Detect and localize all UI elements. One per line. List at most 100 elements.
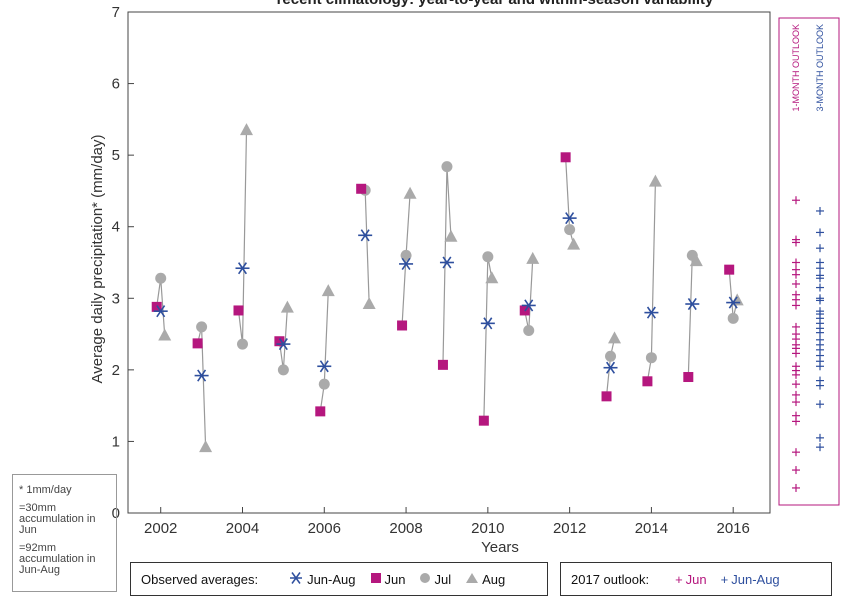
- legend-label-outlook-jun-aug: Jun-Aug: [731, 571, 780, 587]
- aug-point: [567, 237, 581, 250]
- aug-point: [280, 300, 294, 313]
- y-tick-label: 6: [112, 76, 120, 93]
- outlook-jun-point: [792, 270, 800, 279]
- x-tick-label: 2004: [226, 520, 259, 537]
- y-tick-label: 3: [112, 290, 120, 307]
- aug-point: [362, 297, 376, 310]
- outlook-jun-point: [792, 322, 800, 331]
- y-tick-label: 1: [112, 433, 120, 450]
- jul-point: [645, 352, 657, 364]
- outlook-jun-aug-point: [816, 400, 824, 409]
- jun-point: [192, 338, 203, 349]
- outlook-jun-aug-point: [816, 283, 824, 292]
- outlook-jun-aug-point: [816, 228, 824, 237]
- jun-aug-point: [562, 212, 577, 225]
- jul-point: [605, 350, 617, 362]
- outlook-jun-point: [792, 196, 800, 205]
- jul-point: [727, 312, 739, 324]
- outlook-panel: 1-MONTH OUTLOOK 3-MONTH OUTLOOK: [778, 17, 840, 506]
- aug-point: [199, 440, 213, 453]
- outlook-jun-aug-point: [816, 433, 824, 442]
- legend-label-aug: Aug: [482, 571, 506, 587]
- jun-point: [151, 301, 162, 312]
- data-marks: [151, 123, 744, 453]
- aug-point: [526, 251, 540, 264]
- outlook-jun-aug-point: [816, 274, 824, 283]
- y-tick-label: 7: [112, 4, 120, 21]
- y-tick-label: 2: [112, 362, 120, 379]
- aug-point: [321, 284, 335, 297]
- jun-aug-point: [276, 338, 291, 351]
- outlook-jun-point: [792, 370, 800, 379]
- outlook-jun-point: [792, 258, 800, 267]
- jun-aug-point: [480, 317, 495, 330]
- aug-point: [403, 186, 417, 199]
- aug-point: [648, 174, 662, 187]
- jul-point: [441, 161, 453, 173]
- jun-aug-point: [521, 299, 536, 312]
- x-tick-label: 2012: [553, 520, 586, 537]
- aug-point: [239, 123, 253, 136]
- connector-lines: [156, 130, 738, 448]
- jun-aug-point: [439, 256, 454, 269]
- outlook-jun-point: [792, 483, 800, 492]
- outlook-jun-aug-point: [816, 296, 824, 305]
- outlook-jun-point: [792, 349, 800, 358]
- jun-aug-point: [317, 360, 332, 373]
- monthly-connector: [360, 188, 370, 305]
- legend-label-jun-aug: Jun-Aug: [307, 571, 356, 587]
- outlook-jun-aug-point: [816, 206, 824, 215]
- monthly-connector: [728, 269, 738, 319]
- jun-point: [642, 376, 653, 387]
- legend-label-outlook-jun: Jun: [685, 571, 707, 587]
- monthly-connector: [524, 258, 534, 331]
- legend-item-outlook-jun: + Jun: [675, 572, 707, 587]
- aug-point: [608, 331, 622, 344]
- jun-point: [724, 264, 735, 275]
- jul-point: [523, 324, 535, 336]
- outlook-3-month-label: 3-MONTH OUTLOOK: [815, 24, 825, 112]
- jun-aug-point: [726, 296, 741, 309]
- legend-item-jun-aug: Jun-Aug: [288, 570, 356, 589]
- outlook-jun-point: [792, 390, 800, 399]
- jul-point: [277, 364, 289, 376]
- aug-point: [689, 254, 703, 267]
- jun-point: [274, 336, 285, 347]
- jul-point: [236, 338, 248, 350]
- circle-icon: [419, 572, 431, 587]
- jun-aug-point: [603, 361, 618, 374]
- aug-point: [158, 328, 172, 341]
- jul-point: [318, 378, 330, 390]
- jun-point: [683, 372, 694, 383]
- outlook-jun-point: [792, 279, 800, 288]
- outlook-jun-aug-point: [816, 244, 824, 253]
- jun-aug-point: [194, 369, 209, 382]
- outlook-jun-point: [792, 398, 800, 407]
- observed-legend-title: Observed averages:: [141, 571, 259, 587]
- chart-title: recent climatology: year-to-year and wit…: [277, 0, 714, 8]
- square-icon: [370, 572, 382, 587]
- jul-point: [196, 321, 208, 333]
- jun-point: [437, 359, 448, 370]
- x-tick-label: 2006: [308, 520, 341, 537]
- x-tick-label: 2008: [389, 520, 422, 537]
- jun-point: [356, 183, 367, 194]
- jun-aug-point: [685, 297, 700, 311]
- chart-axes: 0 1 2 3 4 5 6 7 2002 2004 2006 2008 2010 2012 2014 2016: [112, 4, 771, 537]
- legend-item-jun: Jun: [370, 572, 405, 587]
- plus-icon: +: [675, 571, 683, 587]
- footnote-line-3: =92mm accumulation in Jun-Aug: [19, 542, 96, 576]
- jun-point: [233, 305, 244, 316]
- jun-point: [478, 415, 489, 426]
- footnote-line-1: * 1mm/day: [19, 484, 72, 496]
- legend-item-jul: Jul: [419, 572, 451, 587]
- x-tick-label: 2010: [471, 520, 504, 537]
- x-axis-label: Years: [481, 539, 519, 556]
- outlook-legend: 2017 outlook: + Jun + Jun-Aug: [560, 562, 832, 596]
- triangle-icon: [465, 572, 479, 587]
- unit-footnote: * 1mm/day =30mm accumulation in Jun =92m…: [12, 474, 117, 592]
- x-tick-label: 2002: [144, 520, 177, 537]
- monthly-connector: [319, 291, 329, 412]
- outlook-jun-aug-point: [816, 362, 824, 371]
